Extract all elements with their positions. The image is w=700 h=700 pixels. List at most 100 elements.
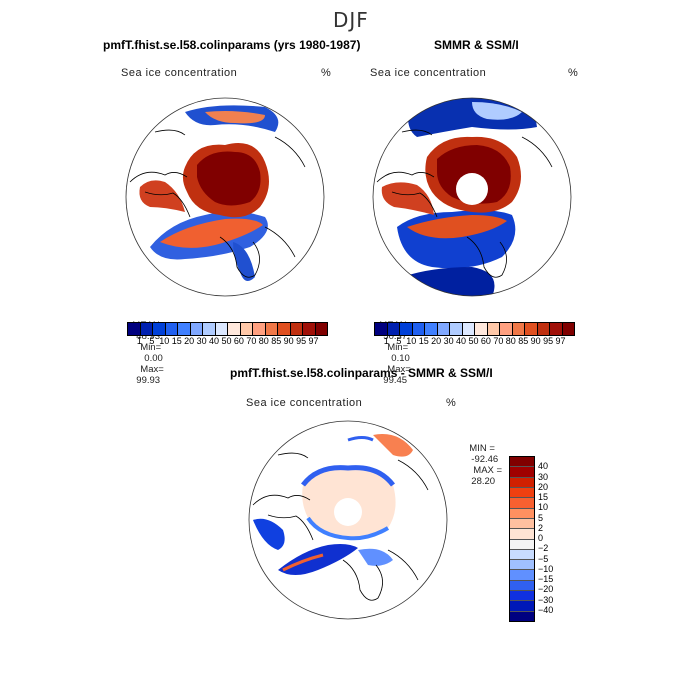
min-value: -92.46 <box>471 454 499 465</box>
colorbar-swatch <box>139 323 152 335</box>
colorbar-tick-label: 20 <box>538 481 549 492</box>
colorbar-swatch <box>510 548 534 560</box>
colorbar-swatch <box>474 323 487 335</box>
colorbar-swatch <box>164 323 177 335</box>
colorbar-tick-label: −10 <box>538 563 554 574</box>
colorbar-tick-label: 2 <box>538 522 544 533</box>
colorbar-swatch <box>536 323 549 335</box>
max-label: Max= <box>387 364 411 375</box>
colorbar-swatch <box>386 323 399 335</box>
panel-title-obs: SMMR & SSM/I <box>434 38 519 52</box>
colorbar-swatch <box>510 486 534 498</box>
colorbar-tick-label: 10 <box>406 336 417 346</box>
colorbar-model-labels: 1 5 10 15 20 30 40 50 60 70 80 85 90 95 97 <box>127 336 326 348</box>
colorbar-tick-label: 1 <box>383 336 389 346</box>
colorbar-swatch <box>128 323 140 335</box>
colorbar-model <box>127 322 328 336</box>
colorbar-tick-label: 10 <box>538 502 549 513</box>
colorbar-tick-label: −2 <box>538 543 549 554</box>
colorbar-swatch <box>499 323 512 335</box>
colorbar-tick-label: 5 <box>396 336 402 346</box>
colorbar-tick-label: 30 <box>443 336 454 346</box>
colorbar-swatch <box>510 497 534 508</box>
colorbar-tick-label: 40 <box>209 336 220 346</box>
map-obs <box>372 97 572 297</box>
colorbar-tick-label: −5 <box>538 553 549 564</box>
colorbar-swatch <box>549 323 562 335</box>
colorbar-tick-label: 40 <box>456 336 467 346</box>
colorbar-swatch <box>375 323 387 335</box>
colorbar-swatch <box>510 569 534 580</box>
colorbar-tick-label: 70 <box>246 336 257 346</box>
colorbar-tick-label: 60 <box>480 336 491 346</box>
colorbar-swatch <box>510 600 534 611</box>
colorbar-tick-label: 20 <box>431 336 442 346</box>
colorbar-swatch <box>239 323 252 335</box>
colorbar-tick-label: 50 <box>221 336 232 346</box>
units-obs: % <box>568 67 579 79</box>
subtitle-obs: Sea ice concentration <box>370 67 487 79</box>
colorbar-swatch <box>177 323 190 335</box>
units-diff: % <box>446 397 457 409</box>
max-label: Max= <box>140 364 164 375</box>
colorbar-swatch <box>264 323 277 335</box>
colorbar-tick-label: 85 <box>518 336 529 346</box>
colorbar-tick-label: 70 <box>493 336 504 346</box>
colorbar-tick-label: 0 <box>538 533 544 543</box>
colorbar-tick-label: 30 <box>538 471 549 482</box>
map-diff <box>248 420 448 620</box>
colorbar-tick-label: 15 <box>538 492 549 502</box>
max-label: MAX = <box>473 465 503 476</box>
colorbar-tick-label: −30 <box>538 594 554 605</box>
colorbar-swatch <box>510 517 534 529</box>
colorbar-tick-label: 60 <box>233 336 244 346</box>
colorbar-swatch <box>399 323 412 335</box>
panel-title-diff: pmfT.fhist.se.l58.colinparams - SMMR & S… <box>230 366 493 380</box>
colorbar-tick-label: 40 <box>538 461 549 472</box>
colorbar-tick-label: 5 <box>538 512 544 523</box>
units-model: % <box>321 67 332 79</box>
colorbar-tick-label: 90 <box>530 336 541 346</box>
colorbar-tick-label: 10 <box>159 336 170 346</box>
colorbar-swatch <box>302 323 315 335</box>
colorbar-tick-label: 85 <box>271 336 282 346</box>
mean-value: 48.93 <box>136 331 161 342</box>
min-label: MIN = <box>469 443 495 454</box>
colorbar-tick-label: 30 <box>196 336 207 346</box>
colorbar-tick-label: 15 <box>171 336 182 346</box>
colorbar-swatch <box>510 457 534 467</box>
colorbar-swatch <box>436 323 449 335</box>
colorbar-swatch <box>510 528 534 539</box>
min-value: 0.00 <box>144 353 163 364</box>
map-model <box>125 97 325 297</box>
colorbar-tick-label: 1 <box>136 336 142 346</box>
colorbar-swatch <box>424 323 437 335</box>
colorbar-swatch <box>449 323 462 335</box>
colorbar-tick-label: 15 <box>418 336 429 346</box>
colorbar-tick-label: −15 <box>538 574 554 584</box>
max-value: 99.93 <box>136 375 161 386</box>
subtitle-diff: Sea ice concentration <box>246 397 363 409</box>
colorbar-tick-label: −40 <box>538 604 554 615</box>
max-value: 28.20 <box>471 476 496 487</box>
colorbar-tick-label: 97 <box>555 336 566 346</box>
colorbar-swatch <box>227 323 240 335</box>
colorbar-obs <box>374 322 575 336</box>
colorbar-tick-label: 80 <box>505 336 516 346</box>
colorbar-tick-label: 80 <box>258 336 269 346</box>
colorbar-swatch <box>252 323 265 335</box>
colorbar-swatch <box>510 476 534 487</box>
colorbar-tick-label: 20 <box>184 336 195 346</box>
stats-diff: MIN = -92.46 MAX = 28.20 <box>464 432 502 487</box>
colorbar-swatch <box>411 323 424 335</box>
colorbar-tick-label: 50 <box>468 336 479 346</box>
colorbar-swatch <box>510 579 534 591</box>
colorbar-diff <box>509 456 535 622</box>
figure-title: DJF <box>333 8 369 32</box>
colorbar-swatch <box>277 323 290 335</box>
colorbar-tick-label: 5 <box>149 336 155 346</box>
colorbar-swatch <box>461 323 474 335</box>
min-label: Min= <box>140 342 162 353</box>
colorbar-swatch <box>524 323 537 335</box>
colorbar-tick-label: −20 <box>538 584 554 595</box>
